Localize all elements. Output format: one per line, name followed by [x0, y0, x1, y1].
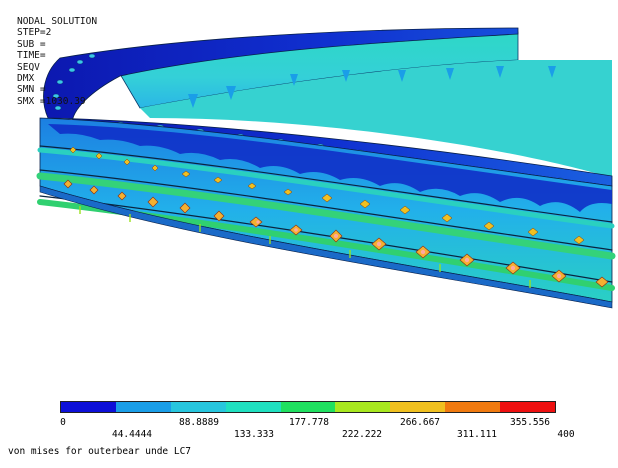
legend-swatch-7 [445, 402, 501, 412]
legend-swatch-1 [115, 402, 171, 412]
hotspot-cores [256, 220, 562, 279]
info-line-smx: SMX =1030.39 [17, 95, 86, 107]
legend-swatch-3 [225, 402, 281, 412]
tick-upper-0: 44.4444 [111, 429, 153, 440]
info-line-dmx: DMX [17, 73, 35, 85]
info-line-seqv: SEQV [17, 61, 40, 73]
scallop-band [48, 124, 612, 212]
solution-info: NODAL SOLUTION STEP=2 SUB = TIME= SEQV D… [17, 16, 97, 107]
tick-lower-2: 177.778 [288, 417, 330, 428]
info-line-step: STEP=2 [17, 27, 52, 39]
inner-face-spots [188, 66, 556, 108]
plot-caption: von mises for outerbear unde LC7 [8, 446, 192, 457]
info-line-smn: SMN = [17, 84, 46, 96]
legend-swatch-4 [280, 402, 336, 412]
inner-lower-face [140, 60, 612, 178]
tick-lower-0: 0 [60, 417, 66, 428]
green-ticks [79, 206, 531, 288]
tick-upper-4: 400 [557, 429, 575, 440]
hotspots-row-1 [69, 146, 585, 245]
solution-title: NODAL SOLUTION [17, 16, 98, 27]
tick-lower-3: 266.667 [399, 417, 441, 428]
outer-flank [39, 185, 613, 309]
legend-swatch-0 [61, 402, 116, 412]
legend-ticks: 0 44.4444 88.8889 133.333 177.778 222.22… [0, 417, 618, 441]
legend-swatch-6 [390, 402, 446, 412]
tick-lower-1: 88.8889 [178, 417, 220, 428]
legend-swatch-2 [170, 402, 226, 412]
info-line-sub: SUB = [17, 38, 46, 50]
tick-upper-3: 311.111 [456, 429, 498, 440]
contour-legend [60, 401, 556, 413]
info-line-time: TIME= [17, 50, 46, 62]
tick-lower-4: 355.556 [509, 417, 551, 428]
tick-upper-2: 222.222 [341, 429, 383, 440]
tick-upper-1: 133.333 [233, 429, 275, 440]
legend-swatch-8 [500, 402, 556, 412]
legend-swatch-5 [335, 402, 391, 412]
